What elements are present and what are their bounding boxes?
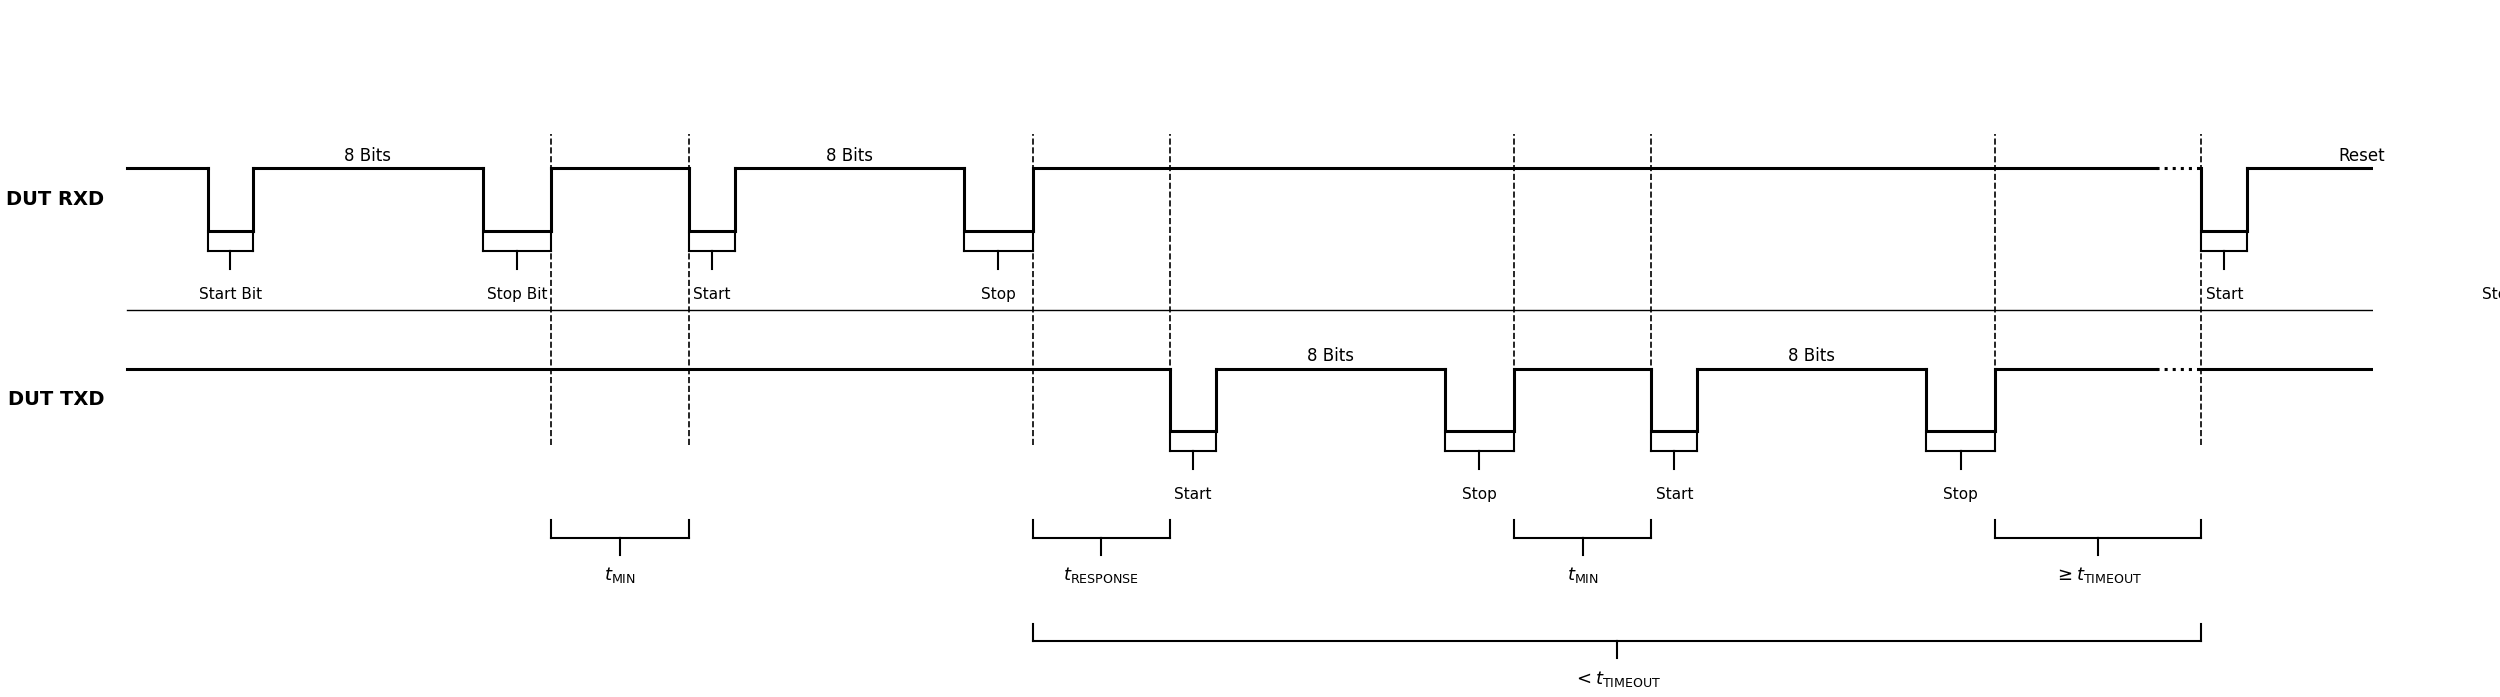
Text: Reset: Reset [2338,147,2385,165]
Text: $t_{\rm MIN}$: $t_{\rm MIN}$ [605,565,635,585]
Text: $< t_{\rm TIMEOUT}$: $< t_{\rm TIMEOUT}$ [1572,669,1660,689]
Text: $t_{\rm MIN}$: $t_{\rm MIN}$ [1568,565,1598,585]
Text: 8 Bits: 8 Bits [1308,347,1355,365]
Text: Start Bit: Start Bit [200,287,262,302]
Text: Start: Start [2205,287,2242,302]
Text: Start: Start [693,287,730,302]
Text: 8 Bits: 8 Bits [1788,347,1835,365]
Text: Stop: Stop [2482,287,2500,302]
Text: Start: Start [1655,487,1692,503]
Text: Stop: Stop [1942,487,1978,503]
Text: Stop: Stop [1462,487,1498,503]
Text: Start: Start [1175,487,1212,503]
Text: $\geq t_{\rm TIMEOUT}$: $\geq t_{\rm TIMEOUT}$ [2055,565,2142,585]
Text: DUT TXD: DUT TXD [8,390,105,409]
Text: Stop Bit: Stop Bit [488,287,548,302]
Text: 8 Bits: 8 Bits [825,147,872,165]
Text: DUT RXD: DUT RXD [8,190,105,209]
Text: $t_{\rm RESPONSE}$: $t_{\rm RESPONSE}$ [1062,565,1140,585]
Text: 8 Bits: 8 Bits [345,147,392,165]
Text: Stop: Stop [980,287,1015,302]
